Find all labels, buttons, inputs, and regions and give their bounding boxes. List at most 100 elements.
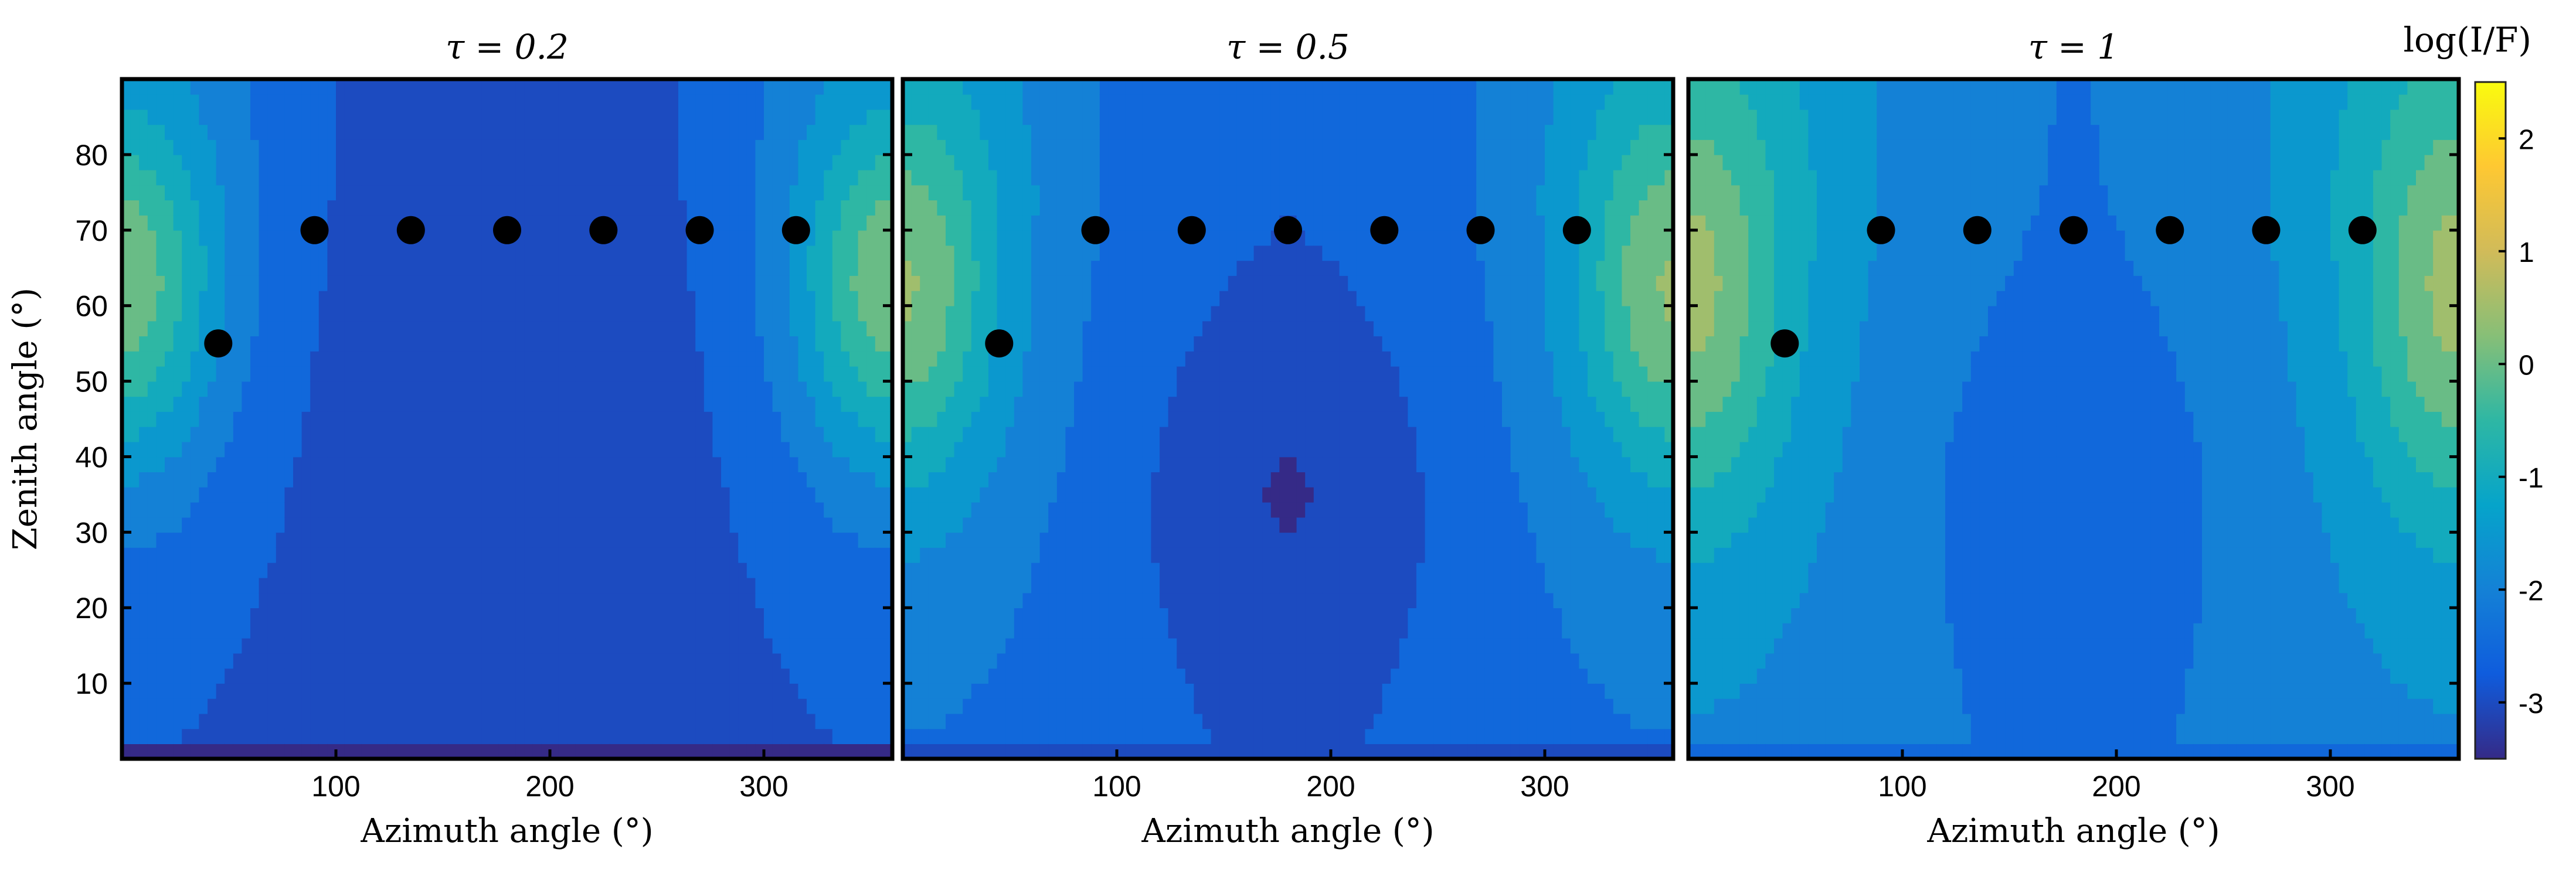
heat-cell (704, 124, 713, 140)
heat-cell (824, 154, 833, 171)
heat-cell (1031, 275, 1041, 291)
heat-cell (1056, 668, 1066, 684)
heat-cell (1031, 547, 1041, 563)
heat-cell (937, 336, 946, 352)
heat-cell (712, 472, 722, 487)
heat-cell (225, 532, 234, 548)
heat-cell (928, 351, 938, 367)
heat-cell (920, 321, 929, 336)
heat-cell (954, 139, 963, 155)
heat-cell (139, 260, 148, 276)
heat-cell (653, 169, 662, 186)
heat-cell (293, 623, 303, 639)
heat-cell (250, 336, 260, 352)
heat-cell (635, 698, 645, 714)
heat-cell (695, 668, 705, 684)
heat-cell (515, 698, 525, 714)
heat-cell (928, 290, 938, 306)
heat-cell (704, 487, 713, 503)
heat-cell (507, 472, 516, 487)
heat-cell (911, 200, 920, 216)
heat-cell (318, 426, 328, 442)
heat-cell (618, 608, 628, 623)
heat-cell (678, 713, 688, 729)
heat-cell (712, 275, 722, 291)
heat-cell (764, 698, 773, 714)
heat-cell (704, 185, 713, 200)
heat-cell (678, 517, 688, 533)
heat-cell (575, 577, 585, 594)
heat-cell (849, 456, 859, 472)
heat-cell (644, 608, 653, 623)
heat-cell (156, 668, 165, 684)
heat-cell (130, 441, 140, 458)
heat-cell (815, 366, 824, 382)
heat-cell (267, 321, 277, 336)
heat-cell (858, 305, 867, 322)
heat-cell (250, 230, 260, 246)
heat-cell (963, 94, 972, 110)
heat-cell (1039, 592, 1049, 608)
heat-cell (635, 351, 645, 367)
heat-cell (584, 260, 593, 276)
heat-cell (182, 200, 191, 216)
heat-cell (678, 547, 688, 563)
heat-cell (404, 79, 414, 95)
heat-cell (764, 79, 773, 95)
heat-cell (182, 698, 191, 714)
heat-cell (361, 411, 371, 427)
heat-cell (456, 200, 465, 216)
heat-cell (532, 547, 542, 563)
heat-cell (1048, 411, 1058, 427)
heat-cell (903, 321, 912, 336)
heat-cell (610, 592, 619, 608)
heat-cell (267, 577, 277, 594)
heat-cell (875, 109, 885, 125)
heat-cell (832, 215, 842, 231)
heat-cell (216, 139, 225, 155)
heat-cell (653, 275, 662, 291)
heat-cell (729, 245, 739, 261)
heat-cell (755, 366, 764, 382)
heat-cell (199, 532, 208, 548)
heat-cell (267, 245, 277, 261)
heat-cell (866, 608, 876, 623)
y-tick-label: 20 (75, 592, 108, 625)
heat-cell (182, 744, 191, 759)
heat-cell (635, 592, 645, 608)
heat-cell (866, 185, 876, 200)
heat-cell (130, 577, 140, 594)
heat-cell (1031, 200, 1041, 216)
heat-cell (293, 124, 303, 140)
heat-cell (903, 260, 912, 276)
heat-cell (971, 653, 981, 669)
heat-cell (413, 381, 422, 397)
heat-cell (464, 351, 474, 367)
heat-cell (911, 547, 920, 563)
heat-cell (695, 124, 705, 140)
heat-cell (532, 487, 542, 503)
heat-cell (1039, 124, 1049, 140)
heat-cell (832, 351, 842, 367)
heat-cell (336, 109, 345, 125)
heat-cell (618, 668, 628, 684)
heat-cell (980, 728, 989, 744)
heat-cell (233, 94, 243, 110)
heat-cell (558, 169, 567, 186)
heat-cell (361, 668, 371, 684)
heat-cell (353, 260, 362, 276)
heat-cell (746, 215, 756, 231)
heat-cell (704, 713, 713, 729)
heat-cell (1031, 562, 1041, 578)
heat-cell (738, 260, 747, 276)
heat-cell (276, 608, 286, 623)
heat-cell (430, 592, 439, 608)
heat-cell (1014, 260, 1024, 276)
heat-cell (832, 94, 842, 110)
heat-cell (284, 713, 294, 729)
heat-cell (1022, 426, 1032, 442)
heat-cell (250, 109, 260, 125)
heat-cell (190, 562, 200, 578)
heat-cell (464, 230, 474, 246)
heat-cell (627, 321, 636, 336)
